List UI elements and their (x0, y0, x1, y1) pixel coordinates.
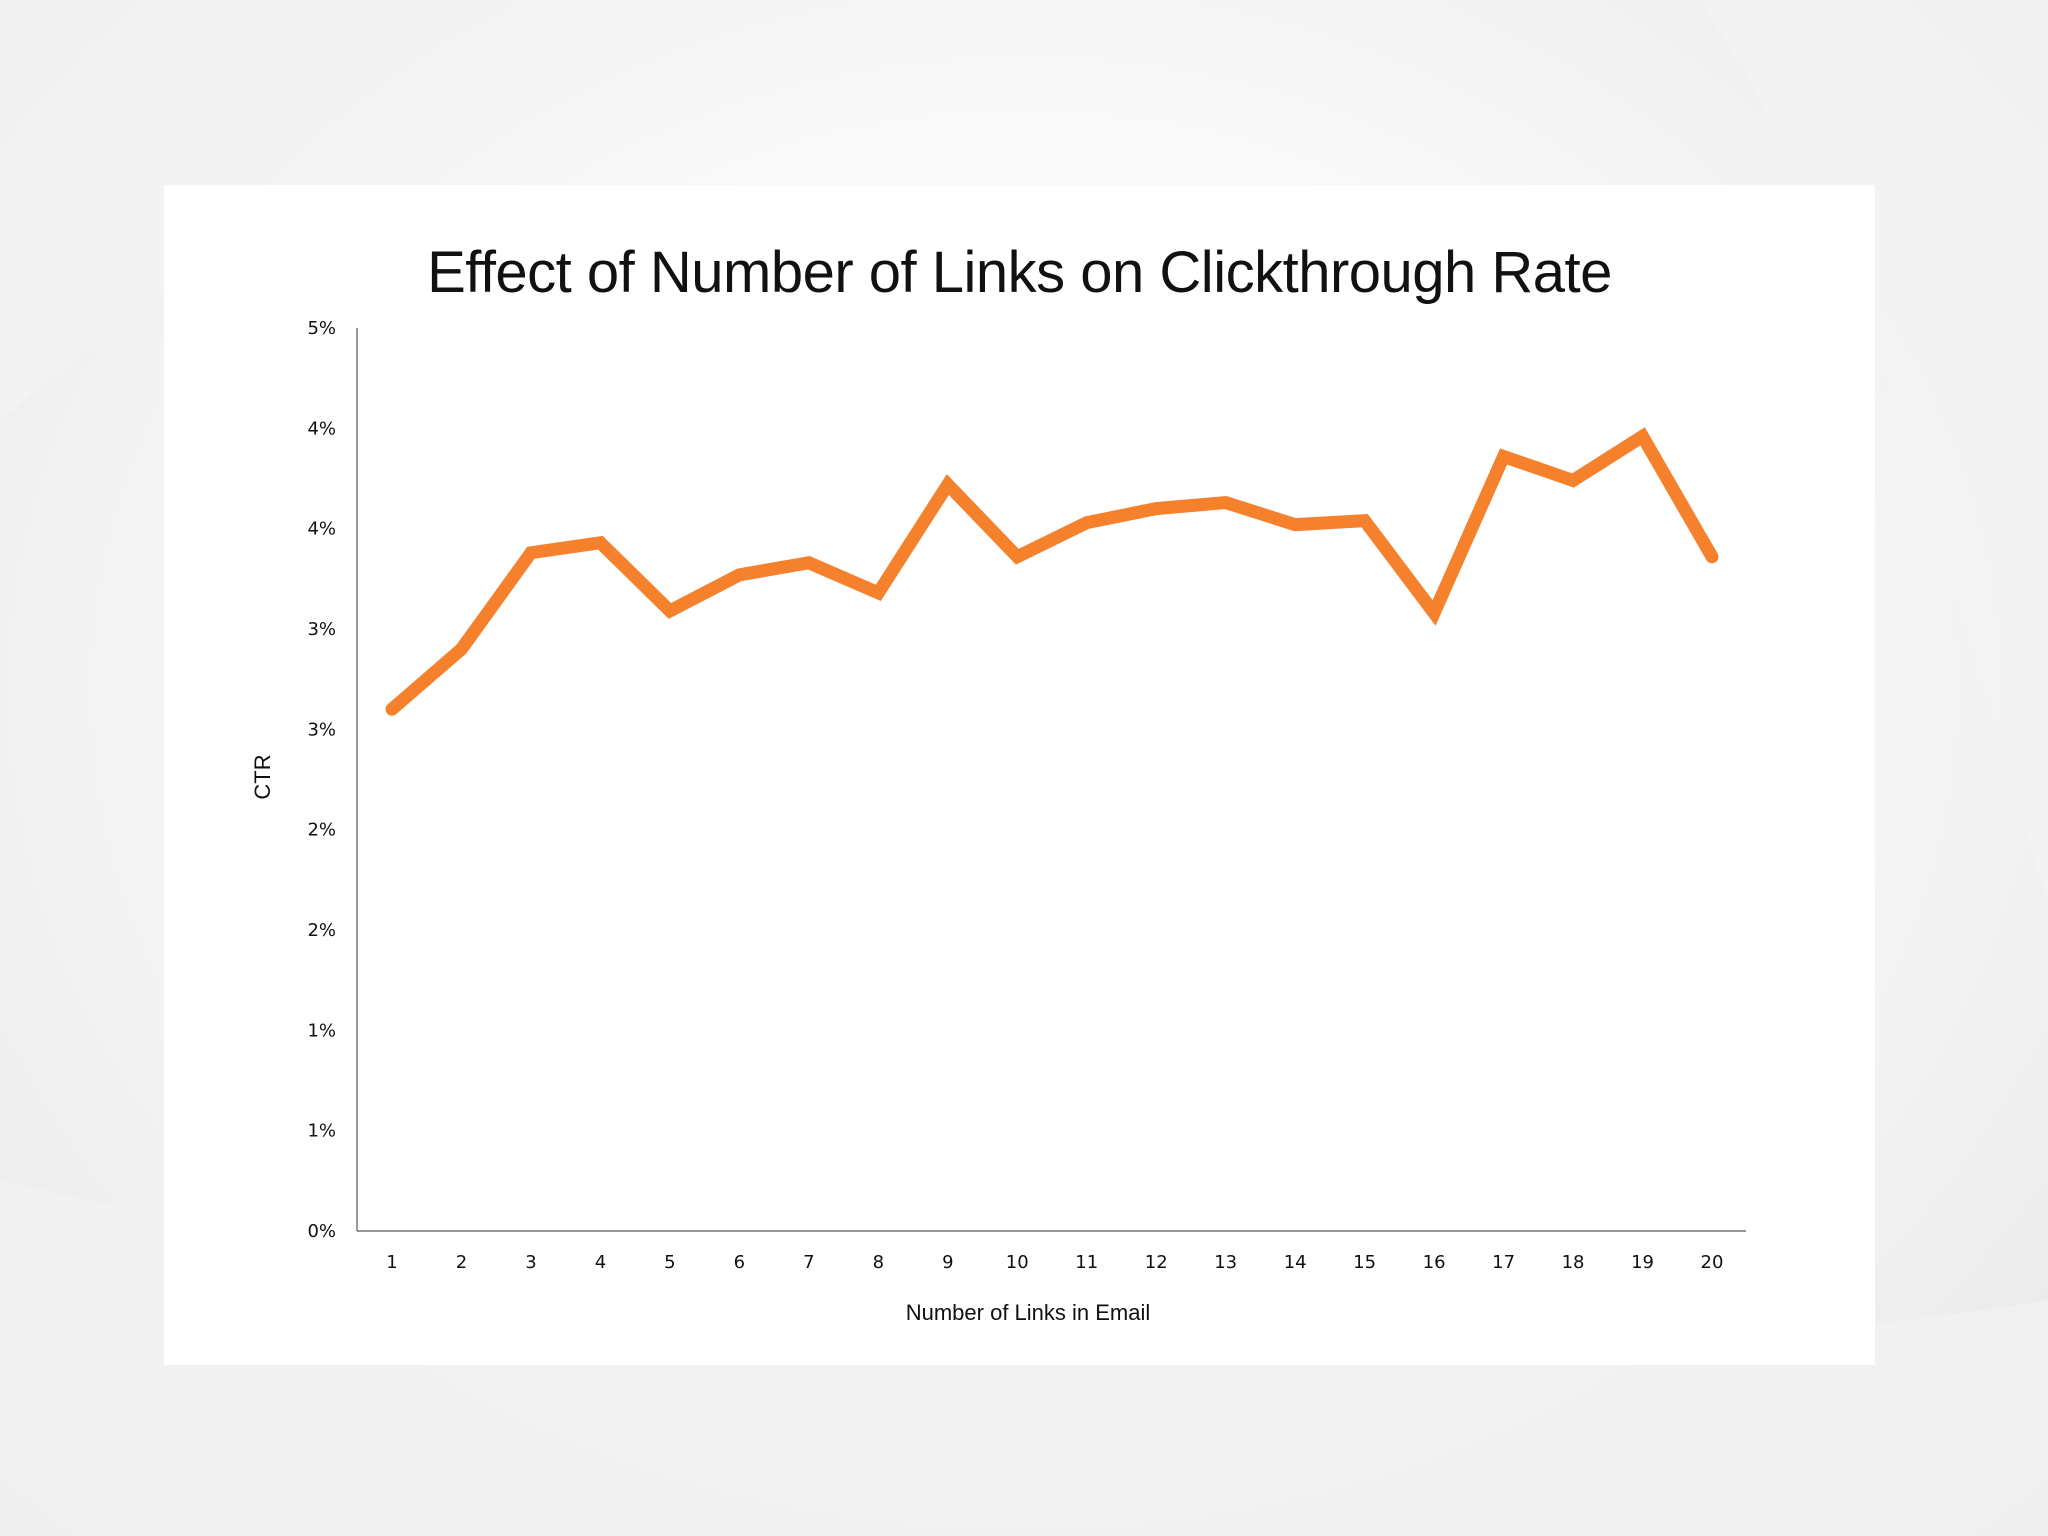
data-point (1502, 455, 1505, 458)
x-tick-label: 20 (1701, 1252, 1724, 1273)
y-tick-label: 4% (307, 418, 336, 439)
data-point (738, 573, 741, 576)
line-chart: 0%1%1%2%2%3%3%4%4%5% 1 2 3 4 5 6 7 8 9 10 11 12 13 14… (250, 318, 1746, 1325)
data-point (529, 551, 532, 554)
y-tick-label: 3% (307, 719, 336, 740)
data-point (391, 708, 393, 711)
series-group (385, 427, 1719, 716)
x-tick-label: 7 (803, 1252, 814, 1273)
x-tick-label: 13 (1214, 1252, 1237, 1273)
chart-axes (356, 328, 1746, 1232)
x-tick-label: 15 (1353, 1252, 1376, 1273)
data-point (460, 648, 463, 651)
x-tick-label: 6 (734, 1252, 745, 1273)
data-point (1433, 611, 1436, 614)
x-tick-label: 3 (525, 1252, 536, 1273)
x-tick-labels: 1 2 3 4 5 6 7 8 9 10 11 12 13 14 15 16 17 18 19 20 (386, 1252, 1723, 1273)
data-point (1016, 555, 1019, 558)
chart-card: Effect of Number of Links on Clickthroug… (164, 185, 1875, 1365)
x-tick-label: 8 (873, 1252, 884, 1273)
y-tick-label: 4% (307, 519, 336, 540)
data-point (668, 609, 671, 612)
y-tick-label: 1% (307, 1020, 336, 1041)
x-tick-label: 19 (1631, 1252, 1654, 1273)
series-line (385, 427, 1719, 716)
x-tick-label: 17 (1492, 1252, 1515, 1273)
data-point (1363, 519, 1366, 522)
y-tick-labels: 0% 1% 1% 2% 2% 3% 3% 4% 4% 5% (307, 318, 336, 1242)
y-tick-label: 2% (307, 920, 336, 941)
data-point (1224, 501, 1227, 504)
data-point (1155, 507, 1158, 510)
data-point (599, 541, 602, 544)
x-axis-title: Number of Links in Email (906, 1300, 1151, 1325)
data-point (877, 591, 880, 594)
x-tick-label: 18 (1562, 1252, 1585, 1273)
x-tick-label: 4 (595, 1252, 606, 1273)
x-tick-label: 10 (1006, 1252, 1029, 1273)
x-tick-label: 14 (1284, 1252, 1307, 1273)
x-tick-label: 1 (386, 1252, 397, 1273)
x-tick-label: 9 (942, 1252, 953, 1273)
y-tick-label: 2% (307, 820, 336, 841)
y-tick-label: 1% (307, 1121, 336, 1142)
x-tick-label: 2 (456, 1252, 467, 1273)
chart-title: Effect of Number of Links on Clickthroug… (427, 240, 1612, 305)
x-tick-label: 5 (664, 1252, 675, 1273)
data-point (1294, 523, 1297, 526)
data-point (1085, 521, 1088, 524)
x-tick-label: 12 (1145, 1252, 1168, 1273)
data-point (1641, 435, 1644, 438)
x-tick-label: 16 (1423, 1252, 1446, 1273)
data-point (807, 561, 810, 564)
data-point (1572, 479, 1575, 482)
y-axis-title: CTR (250, 754, 275, 799)
y-tick-label: 0% (307, 1221, 336, 1242)
data-point (946, 483, 949, 486)
y-tick-label: 5% (307, 318, 336, 339)
data-point (1711, 555, 1713, 558)
x-tick-label: 11 (1075, 1252, 1098, 1273)
y-tick-label: 3% (307, 619, 336, 640)
